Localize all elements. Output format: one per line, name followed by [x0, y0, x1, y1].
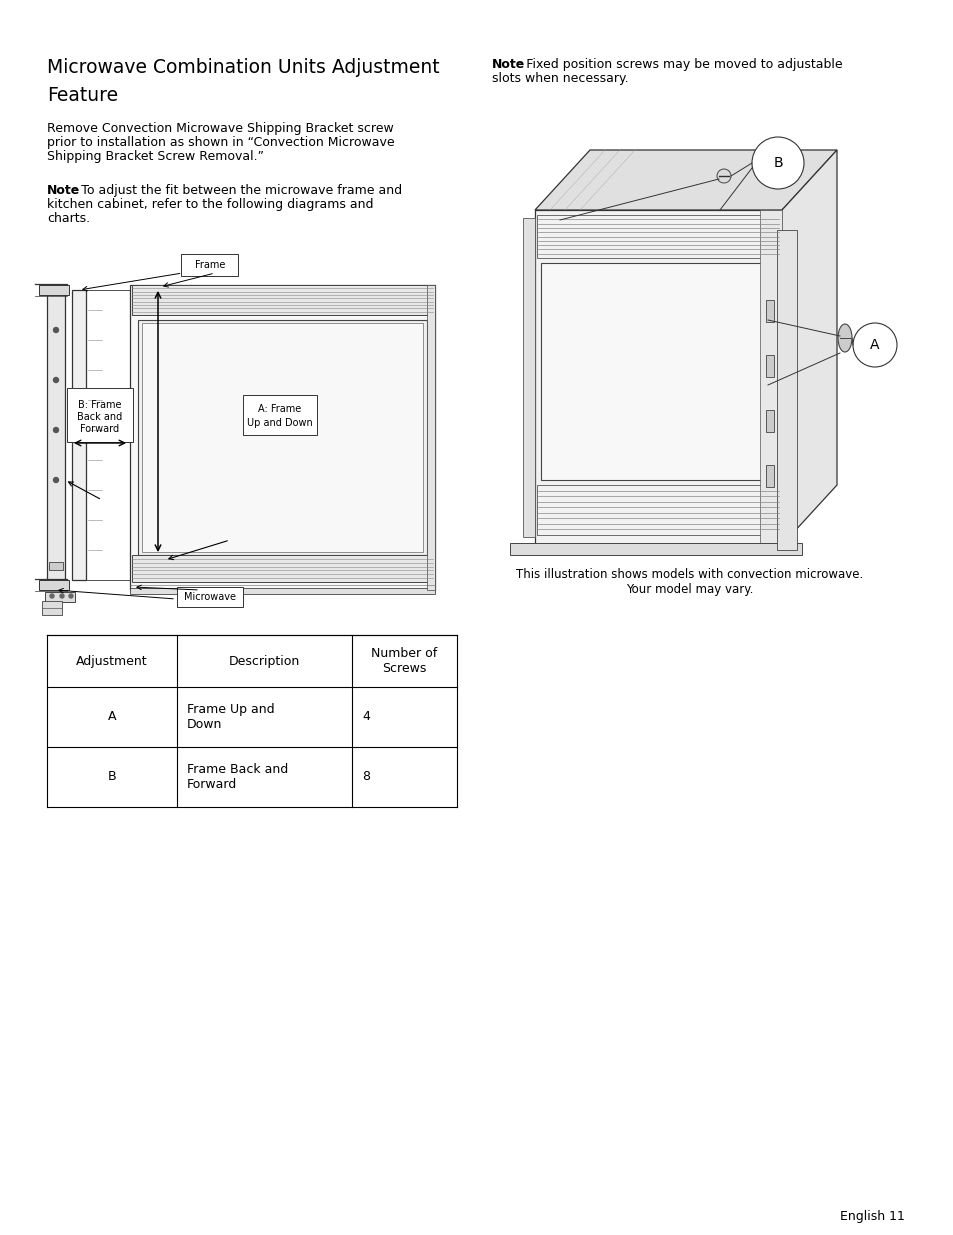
Bar — [130, 588, 435, 594]
Text: Frame Up and
Down: Frame Up and Down — [187, 703, 274, 731]
Bar — [765, 410, 773, 432]
Text: slots when necessary.: slots when necessary. — [492, 72, 628, 85]
Bar — [47, 288, 65, 585]
Text: Microwave: Microwave — [184, 592, 235, 601]
Bar — [42, 601, 62, 615]
Bar — [132, 555, 433, 582]
Text: Remove Convection Microwave Shipping Bracket screw: Remove Convection Microwave Shipping Bra… — [47, 122, 394, 135]
Bar — [142, 324, 422, 552]
Polygon shape — [535, 149, 836, 210]
Bar — [132, 285, 433, 315]
Circle shape — [60, 594, 64, 598]
Text: 8: 8 — [361, 771, 370, 783]
Bar — [535, 210, 781, 545]
Bar — [45, 592, 75, 601]
Bar — [765, 354, 773, 377]
Bar — [71, 290, 86, 580]
Bar — [537, 215, 780, 258]
Text: Frame Back and
Forward: Frame Back and Forward — [187, 763, 288, 790]
Text: : Fixed position screws may be moved to adjustable: : Fixed position screws may be moved to … — [517, 58, 841, 70]
Circle shape — [852, 324, 896, 367]
Text: A: A — [108, 710, 116, 724]
Bar — [537, 485, 780, 535]
Text: Number of
Screws: Number of Screws — [371, 647, 437, 676]
Bar — [138, 320, 427, 555]
Bar — [760, 210, 781, 545]
Circle shape — [751, 137, 803, 189]
Text: : To adjust the fit between the microwave frame and: : To adjust the fit between the microwav… — [73, 184, 402, 198]
Text: Up and Down: Up and Down — [247, 417, 313, 429]
Text: Microwave Combination Units Adjustment: Microwave Combination Units Adjustment — [47, 58, 439, 77]
Circle shape — [69, 594, 73, 598]
Text: Forward: Forward — [80, 424, 119, 433]
Bar — [540, 263, 775, 480]
FancyBboxPatch shape — [181, 254, 238, 275]
Polygon shape — [781, 149, 836, 545]
Circle shape — [53, 327, 58, 332]
Bar — [49, 562, 63, 571]
Bar — [130, 285, 435, 590]
Bar — [510, 543, 801, 555]
Text: Feature: Feature — [47, 86, 118, 105]
Text: This illustration shows models with convection microwave.: This illustration shows models with conv… — [516, 568, 862, 580]
Bar — [39, 580, 69, 590]
Bar — [522, 219, 535, 537]
Text: B: B — [772, 156, 782, 170]
Bar — [39, 285, 69, 295]
Text: Adjustment: Adjustment — [76, 655, 148, 667]
Text: prior to installation as shown in “Convection Microwave: prior to installation as shown in “Conve… — [47, 136, 395, 149]
Text: B: B — [108, 771, 116, 783]
Circle shape — [53, 378, 58, 383]
Circle shape — [53, 478, 58, 483]
FancyBboxPatch shape — [177, 587, 243, 606]
Bar — [765, 300, 773, 322]
Text: 4: 4 — [361, 710, 370, 724]
FancyBboxPatch shape — [67, 388, 132, 442]
Text: kitchen cabinet, refer to the following diagrams and: kitchen cabinet, refer to the following … — [47, 198, 374, 211]
Text: Description: Description — [229, 655, 300, 667]
Text: Frame: Frame — [194, 261, 225, 270]
Bar — [427, 285, 435, 590]
Bar — [776, 230, 796, 550]
Bar — [765, 466, 773, 487]
Circle shape — [53, 427, 58, 432]
Text: A: A — [869, 338, 879, 352]
Text: charts.: charts. — [47, 212, 90, 225]
Ellipse shape — [837, 324, 851, 352]
Text: A: Frame: A: Frame — [258, 404, 301, 414]
Text: Note: Note — [47, 184, 80, 198]
Text: Note: Note — [492, 58, 525, 70]
FancyBboxPatch shape — [243, 395, 316, 435]
Text: B: Frame: B: Frame — [78, 400, 122, 410]
Text: Your model may vary.: Your model may vary. — [626, 583, 753, 597]
Circle shape — [717, 169, 730, 183]
Text: Back and: Back and — [77, 412, 123, 422]
Text: Shipping Bracket Screw Removal.”: Shipping Bracket Screw Removal.” — [47, 149, 264, 163]
Circle shape — [50, 594, 54, 598]
Text: English 11: English 11 — [840, 1210, 904, 1223]
